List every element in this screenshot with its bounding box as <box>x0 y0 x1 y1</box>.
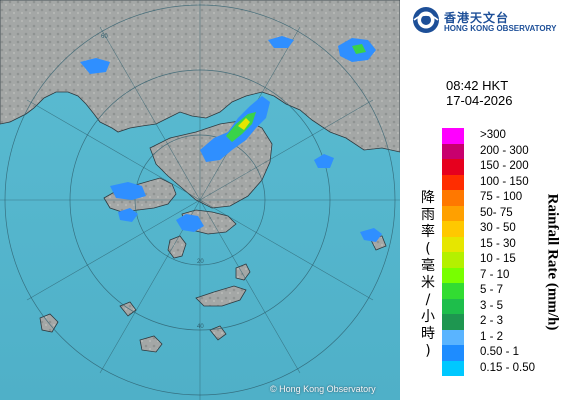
ring-label-60: 60 <box>101 34 108 40</box>
legend-swatch <box>442 267 464 283</box>
legend-label: >300 <box>480 129 506 141</box>
echo-cluster-far-east <box>360 228 382 242</box>
legend-label: 100 - 150 <box>480 175 529 188</box>
legend-label: 30 - 50 <box>480 222 516 234</box>
echo-cluster-north-core <box>352 44 366 54</box>
legend-label: 0.50 - 1 <box>480 346 519 358</box>
ring-label-20: 20 <box>197 259 204 265</box>
wanshan-island-c <box>139 335 163 353</box>
echo-cluster-central-peak <box>238 118 250 130</box>
legend-swatch <box>442 190 464 206</box>
legend-swatch <box>442 360 464 376</box>
legend-swatch <box>442 345 464 361</box>
color-scale <box>442 128 464 376</box>
legend-label: 200 - 300 <box>480 144 529 157</box>
copyright-notice: © Hong Kong Observatory <box>270 384 376 394</box>
legend-swatch <box>442 283 464 299</box>
echo-cluster-east <box>314 154 334 168</box>
radar-date: 17-04-2026 <box>446 93 513 108</box>
legend-swatch <box>442 174 464 190</box>
legend-swatch <box>442 236 464 252</box>
echo-cluster-nw <box>80 58 110 74</box>
legend-title-en: Rainfall Rate (mm/h) <box>544 193 561 331</box>
wanshan-island-a <box>195 285 247 307</box>
legend-label: 5 - 7 <box>480 284 504 296</box>
echo-cluster-top <box>268 36 294 48</box>
radar-map-svg: 20 40 60 <box>0 0 400 400</box>
ring-label-40: 40 <box>197 324 204 330</box>
legend-swatch <box>442 143 464 159</box>
legend-panel: 香港天文台 HONG KONG OBSERVATORY 08:42 HKT 17… <box>400 0 577 400</box>
legend-label: 50- 75 <box>480 206 513 219</box>
legend-swatch <box>442 252 464 268</box>
legend-label: 10 - 15 <box>480 253 516 265</box>
legend-swatch <box>442 221 464 237</box>
legend-swatch <box>442 205 464 221</box>
legend-label: 15 - 30 <box>480 237 516 250</box>
scale-labels: >300 200 - 300 150 - 200 100 - 150 75 - 100 5… <box>480 128 535 376</box>
lamma-island <box>167 235 187 259</box>
radar-time: 08:42 HKT <box>446 78 509 93</box>
legend-label: 3 - 5 <box>480 299 504 312</box>
legend-swatch <box>442 159 464 175</box>
legend-label: 2 - 3 <box>480 315 504 327</box>
legend-label: 150 - 200 <box>480 160 529 172</box>
legend-swatch <box>442 314 464 330</box>
legend-swatch <box>442 298 464 314</box>
echo-cluster-west <box>110 182 146 200</box>
legend-label: 7 - 10 <box>480 268 510 281</box>
observatory-name-en: HONG KONG OBSERVATORY <box>444 24 557 33</box>
legend-title-zh: 降雨率(毫米 / 小時) <box>421 190 435 359</box>
observatory-emblem-icon <box>413 7 439 33</box>
legend-swatch <box>442 329 464 345</box>
legend-label: 0.15 - 0.50 <box>480 361 535 374</box>
legend-label: 75 - 100 <box>480 191 523 203</box>
observatory-logo <box>412 6 562 36</box>
echo-cluster-south <box>118 208 138 222</box>
observatory-name-zh: 香港天文台 <box>444 11 510 25</box>
echo-cluster-hk <box>176 214 204 232</box>
rain-echoes <box>80 36 382 242</box>
radar-map: 20 40 60 © Hong Kong Observatory <box>0 0 400 400</box>
legend-label: 1 - 2 <box>480 330 504 343</box>
legend-swatch <box>442 128 464 144</box>
